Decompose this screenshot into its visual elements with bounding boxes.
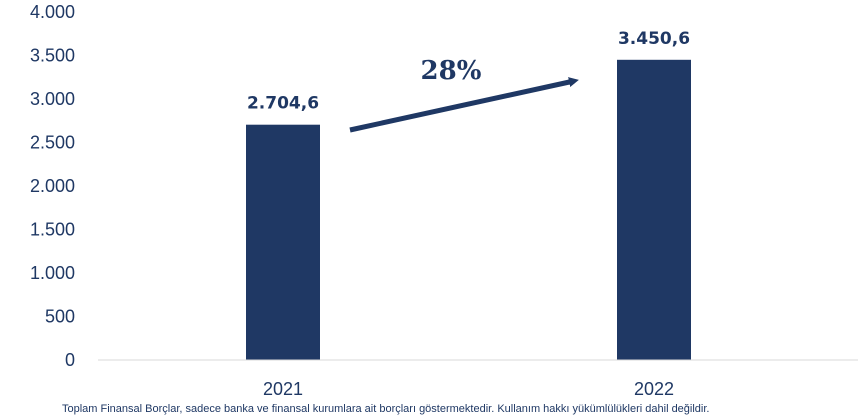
y-axis-labels: 0 500 1.000 1.500 2.000 2.500 3.000 3.500 4.000 [30, 2, 75, 370]
y-tick-label: 4.000 [30, 2, 75, 22]
bar-2022 [617, 59, 691, 361]
y-tick-label: 3.500 [30, 46, 75, 66]
x-tick-label-2021: 2021 [263, 379, 303, 399]
growth-label: 28% [421, 56, 482, 86]
footnote: Toplam Finansal Borçlar, sadece banka ve… [62, 403, 710, 415]
growth-arrow [349, 77, 579, 133]
bars [246, 59, 691, 361]
y-tick-label: 0 [65, 350, 75, 370]
y-tick-label: 500 [45, 307, 75, 327]
y-tick-label: 3.000 [30, 89, 75, 109]
y-tick-label: 2.000 [30, 176, 75, 196]
y-tick-label: 1.500 [30, 220, 75, 240]
bar-2021 [246, 124, 320, 360]
data-labels: 2.704,6 3.450,6 [247, 29, 690, 114]
y-tick-label: 1.000 [30, 263, 75, 283]
x-tick-label-2022: 2022 [634, 379, 674, 399]
category-labels: 2021 2022 [263, 379, 674, 399]
data-label-2021: 2.704,6 [247, 94, 319, 114]
data-label-2022: 3.450,6 [618, 29, 690, 49]
y-tick-label: 2.500 [30, 133, 75, 153]
